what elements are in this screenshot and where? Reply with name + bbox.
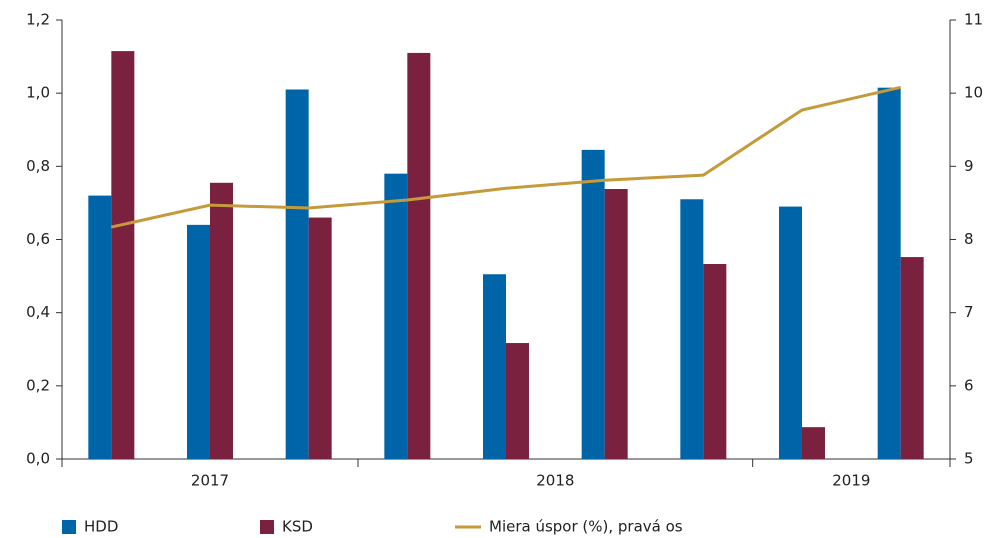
x-group-label: 2018 xyxy=(536,472,574,490)
y2-tick-label: 8 xyxy=(964,230,974,248)
bar xyxy=(483,274,506,459)
y-tick-label: 1,2 xyxy=(26,11,50,29)
y-tick-label: 0,4 xyxy=(26,303,50,321)
bar xyxy=(779,206,802,459)
bar xyxy=(604,189,628,459)
line xyxy=(111,85,902,229)
y2-tick-label: 7 xyxy=(964,303,974,321)
legend-swatch xyxy=(260,520,274,534)
legend-label: KSD xyxy=(282,518,313,536)
bar xyxy=(680,199,704,459)
bar xyxy=(88,195,112,459)
bar xyxy=(900,257,924,459)
legend-label: Miera úspor (%), pravá os xyxy=(489,518,683,536)
y2-tick-label: 9 xyxy=(964,157,974,175)
y-tick-label: 0,8 xyxy=(26,157,50,175)
bar xyxy=(703,264,727,459)
y2-tick-label: 10 xyxy=(964,84,983,102)
bar xyxy=(384,173,408,459)
bar xyxy=(308,217,332,459)
y-tick-label: 1,0 xyxy=(26,84,50,102)
x-group-label: 2017 xyxy=(191,472,229,490)
y2-tick-label: 6 xyxy=(964,376,974,394)
bar xyxy=(187,224,210,459)
bar xyxy=(111,51,135,460)
bar xyxy=(802,427,825,459)
bar xyxy=(877,87,901,459)
bar xyxy=(407,52,431,460)
y-tick-label: 0,0 xyxy=(26,450,50,468)
x-group-label: 2019 xyxy=(832,472,870,490)
y2-tick-label: 5 xyxy=(964,450,974,468)
y-tick-label: 0,6 xyxy=(26,230,50,248)
bar xyxy=(506,343,529,459)
bar xyxy=(210,182,233,459)
legend-label: HDD xyxy=(84,518,118,536)
y-tick-label: 0,2 xyxy=(26,376,50,394)
bar xyxy=(581,149,605,459)
bar xyxy=(285,89,309,459)
y2-tick-label: 11 xyxy=(964,11,983,29)
legend-swatch xyxy=(62,520,76,534)
